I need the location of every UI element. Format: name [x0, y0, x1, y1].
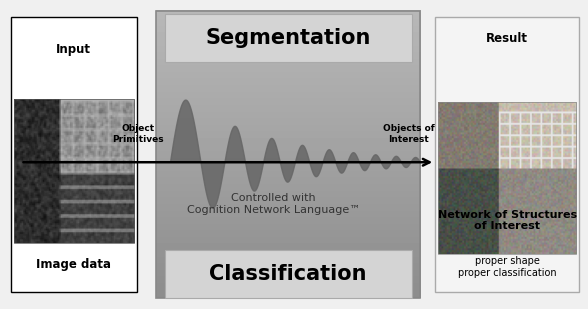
Text: Image data: Image data [36, 258, 111, 271]
Text: Classification: Classification [209, 264, 367, 284]
Text: Controlled with
Cognition Network Language™: Controlled with Cognition Network Langua… [187, 193, 360, 215]
Text: Objects of
Interest: Objects of Interest [383, 124, 435, 144]
Text: proper shape
proper classification: proper shape proper classification [458, 256, 556, 278]
Text: Input: Input [56, 44, 91, 57]
Text: Network of Structures
of Interest: Network of Structures of Interest [437, 210, 577, 231]
Bar [438, 102, 576, 253]
Bar [11, 17, 137, 292]
Bar [156, 11, 420, 298]
Bar [435, 17, 579, 292]
Bar [165, 250, 412, 298]
Bar [165, 14, 412, 62]
Text: Segmentation: Segmentation [205, 28, 371, 48]
Text: Object
Primitives: Object Primitives [112, 124, 164, 144]
Text: Result: Result [486, 32, 528, 45]
Bar [14, 99, 134, 243]
